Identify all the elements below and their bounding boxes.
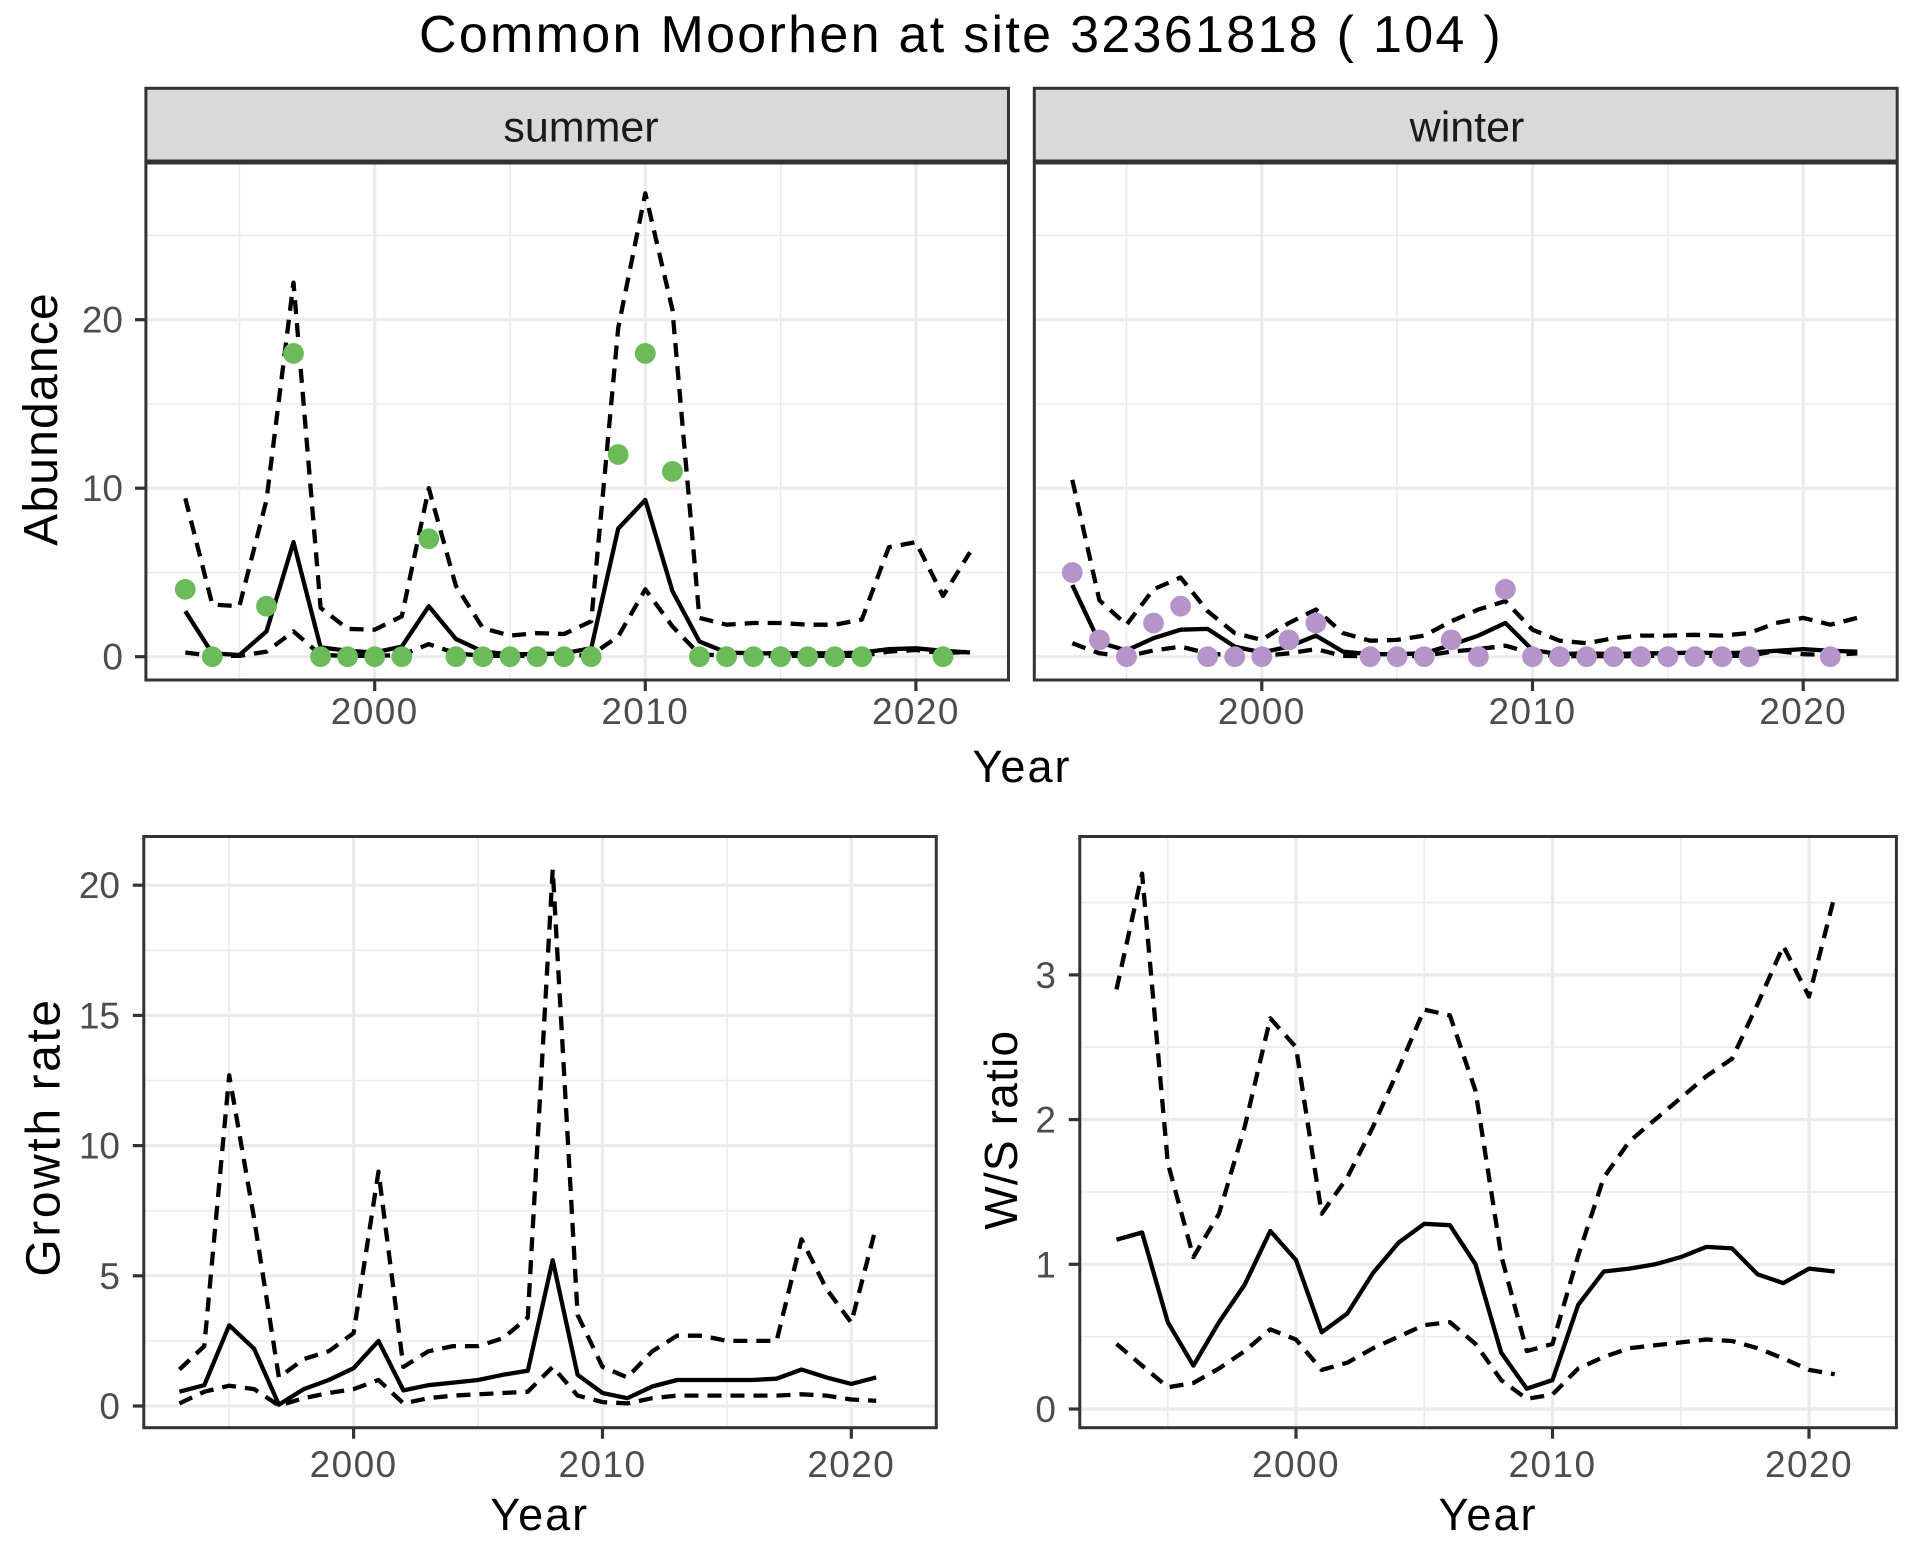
- svg-text:0: 0: [1035, 1389, 1056, 1430]
- svg-text:10: 10: [82, 468, 123, 509]
- svg-text:2020: 2020: [1765, 1444, 1853, 1485]
- svg-text:3: 3: [1035, 955, 1056, 996]
- svg-text:2: 2: [1035, 1100, 1056, 1141]
- svg-text:2000: 2000: [1252, 1444, 1340, 1485]
- svg-text:2020: 2020: [1759, 691, 1847, 732]
- svg-text:Year: Year: [1439, 1489, 1538, 1540]
- svg-text:Abundance: Abundance: [15, 292, 68, 546]
- svg-text:2010: 2010: [1509, 1444, 1597, 1485]
- svg-text:0: 0: [102, 637, 123, 678]
- svg-text:20: 20: [82, 300, 123, 341]
- svg-text:Common Moorhen at site 3236181: Common Moorhen at site 32361818 ( 104 ): [419, 6, 1503, 64]
- svg-text:20: 20: [79, 865, 120, 906]
- svg-text:Growth rate: Growth rate: [18, 997, 71, 1276]
- svg-text:2000: 2000: [310, 1444, 398, 1485]
- svg-text:Year: Year: [490, 1489, 589, 1540]
- svg-text:15: 15: [79, 995, 120, 1036]
- svg-text:5: 5: [99, 1256, 120, 1297]
- svg-text:winter: winter: [1409, 103, 1525, 151]
- svg-text:2020: 2020: [872, 691, 960, 732]
- svg-text:2000: 2000: [1218, 691, 1306, 732]
- svg-text:10: 10: [79, 1126, 120, 1167]
- svg-text:Year: Year: [973, 741, 1072, 792]
- svg-text:summer: summer: [503, 103, 658, 151]
- svg-text:0: 0: [99, 1386, 120, 1427]
- svg-text:2020: 2020: [807, 1444, 895, 1485]
- svg-text:W/S ratio: W/S ratio: [975, 1030, 1027, 1230]
- svg-text:2010: 2010: [601, 691, 689, 732]
- svg-text:2010: 2010: [1489, 691, 1577, 732]
- svg-text:2000: 2000: [331, 691, 419, 732]
- svg-text:2010: 2010: [559, 1444, 647, 1485]
- svg-text:1: 1: [1035, 1244, 1056, 1285]
